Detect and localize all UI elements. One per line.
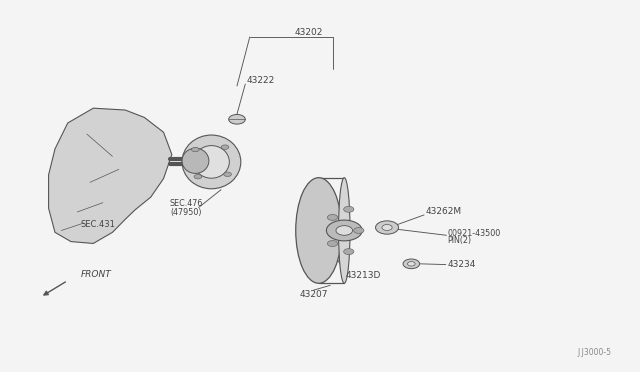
Circle shape	[336, 226, 353, 235]
Text: 43207: 43207	[300, 290, 328, 299]
Circle shape	[328, 214, 337, 220]
Circle shape	[194, 174, 202, 179]
Circle shape	[403, 259, 420, 269]
Circle shape	[344, 206, 354, 212]
Ellipse shape	[339, 178, 350, 283]
Text: (47950): (47950)	[170, 208, 202, 217]
Text: 00921-43500: 00921-43500	[448, 229, 501, 238]
Text: J J3000-5: J J3000-5	[578, 348, 612, 357]
Circle shape	[382, 225, 392, 231]
Circle shape	[376, 221, 399, 234]
Text: 43234: 43234	[448, 260, 476, 269]
Circle shape	[408, 262, 415, 266]
Circle shape	[224, 172, 232, 177]
Circle shape	[191, 147, 199, 152]
Text: SEC.476: SEC.476	[169, 199, 203, 208]
Text: 43262M: 43262M	[426, 207, 461, 216]
Ellipse shape	[182, 135, 241, 189]
Text: FRONT: FRONT	[81, 270, 111, 279]
Ellipse shape	[182, 148, 209, 173]
Polygon shape	[49, 108, 172, 243]
Ellipse shape	[296, 178, 342, 283]
Circle shape	[326, 220, 362, 241]
Text: 43213D: 43213D	[346, 271, 381, 280]
Text: 43202: 43202	[294, 28, 323, 37]
Circle shape	[354, 228, 364, 234]
Text: 43222: 43222	[246, 76, 275, 85]
Ellipse shape	[193, 145, 229, 178]
Circle shape	[344, 248, 354, 254]
Text: PIN(2): PIN(2)	[448, 235, 472, 245]
Circle shape	[328, 241, 337, 247]
Circle shape	[228, 115, 245, 124]
Text: SEC.431: SEC.431	[81, 221, 115, 230]
Circle shape	[221, 145, 229, 150]
